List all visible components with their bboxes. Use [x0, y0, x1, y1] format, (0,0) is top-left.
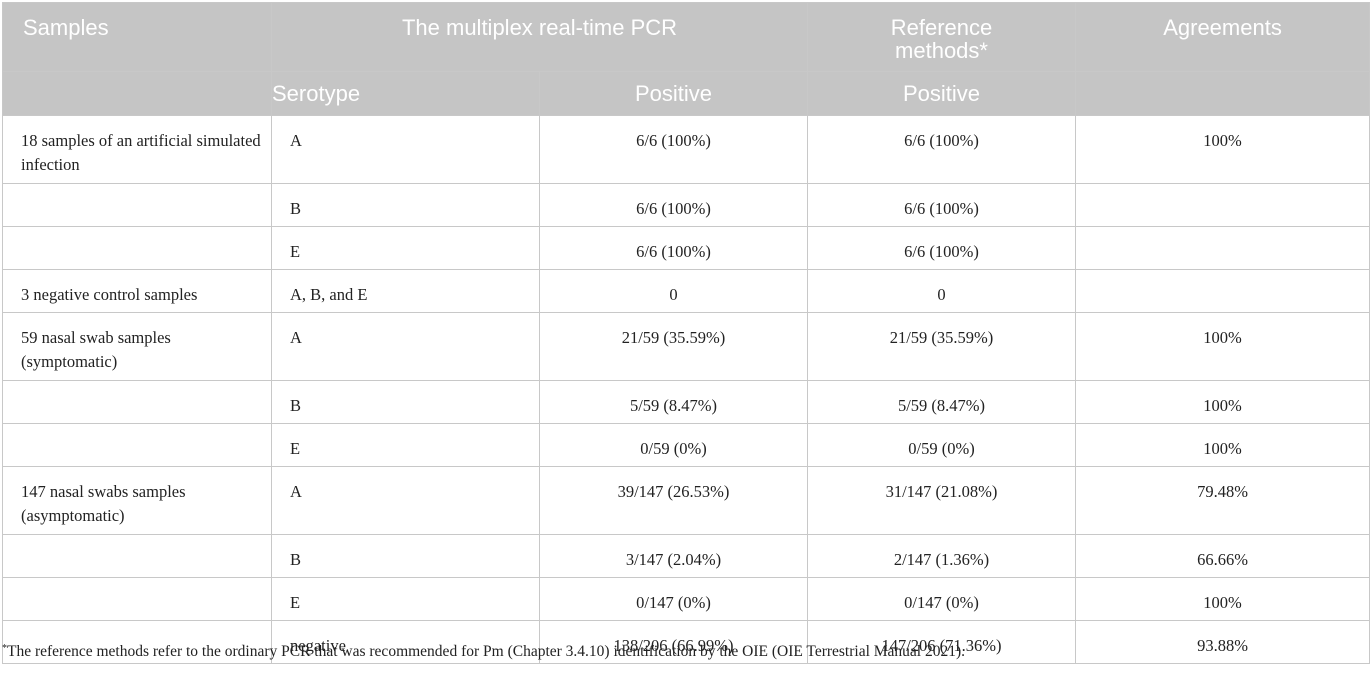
cell-ref-positive: 2/147 (1.36%) — [807, 534, 1077, 578]
cell-agreement — [1075, 226, 1371, 270]
cell-ref-positive: 0/147 (0%) — [807, 577, 1077, 621]
cell-sample: 147 nasal swabs samples (asymptomatic) — [2, 466, 272, 535]
cell-serotype: A — [271, 312, 540, 381]
cell-pcr-positive: 6/6 (100%) — [538, 183, 809, 227]
results-table: Samples The multiplex real-time PCR Refe… — [2, 2, 1371, 664]
cell-pcr-positive: 6/6 (100%) — [538, 226, 809, 270]
cell-ref-positive: 6/6 (100%) — [807, 226, 1077, 270]
cell-pcr-positive: 3/147 (2.04%) — [538, 534, 809, 578]
table-row: E 0/147 (0%) 0/147 (0%) 100% — [2, 577, 1371, 621]
cell-pcr-positive: 21/59 (35.59%) — [538, 312, 809, 381]
cell-serotype: A — [271, 115, 540, 184]
cell-serotype: E — [271, 226, 540, 270]
table-row: E 0/59 (0%) 0/59 (0%) 100% — [2, 423, 1371, 467]
cell-sample — [2, 534, 272, 578]
cell-agreement: 100% — [1075, 115, 1371, 184]
header-empty-agree — [1075, 71, 1371, 116]
cell-pcr-positive: 6/6 (100%) — [538, 115, 809, 184]
header-agreements: Agreements — [1075, 2, 1371, 72]
table-row: 59 nasal swab samples (symptomatic) A 21… — [2, 312, 1371, 381]
cell-sample — [2, 183, 272, 227]
cell-serotype: E — [271, 577, 540, 621]
cell-pcr-positive: 0/147 (0%) — [538, 577, 809, 621]
cell-agreement: 100% — [1075, 423, 1371, 467]
cell-serotype: E — [271, 423, 540, 467]
table-footnote: *The reference methods refer to the ordi… — [2, 643, 965, 661]
cell-sample — [2, 380, 272, 424]
cell-pcr-positive: 0/59 (0%) — [538, 423, 809, 467]
header-samples: Samples — [2, 2, 272, 72]
header-empty — [2, 71, 272, 116]
cell-sample — [2, 423, 272, 467]
header-positive-ref: Positive — [807, 71, 1077, 116]
table-row: B 3/147 (2.04%) 2/147 (1.36%) 66.66% — [2, 534, 1371, 578]
cell-serotype: A, B, and E — [271, 269, 540, 313]
footnote-text: The reference methods refer to the ordin… — [7, 643, 966, 660]
cell-serotype: negative — [271, 620, 540, 664]
cell-serotype: B — [271, 380, 540, 424]
header-serotype: Serotype — [271, 71, 540, 116]
cell-pcr-positive: 0 — [538, 269, 809, 313]
cell-sample — [2, 226, 272, 270]
table-row: B 5/59 (8.47%) 5/59 (8.47%) 100% — [2, 380, 1371, 424]
cell-agreement: 79.48% — [1075, 466, 1371, 535]
cell-agreement: 100% — [1075, 577, 1371, 621]
cell-ref-positive: 0 — [807, 269, 1077, 313]
cell-ref-positive: 147/206 (71.36%) — [807, 620, 1077, 664]
table-row: negative 138/206 (66.99%) 147/206 (71.36… — [2, 620, 1371, 664]
header-positive-pcr: Positive — [538, 71, 809, 116]
table-body: 18 samples of an artificial simulated in… — [2, 115, 1371, 664]
cell-agreement: 100% — [1075, 380, 1371, 424]
cell-serotype: B — [271, 534, 540, 578]
cell-sample — [2, 577, 272, 621]
cell-agreement: 100% — [1075, 312, 1371, 381]
table-row: 18 samples of an artificial simulated in… — [2, 115, 1371, 184]
cell-agreement — [1075, 269, 1371, 313]
table-row: 3 negative control samples A, B, and E 0… — [2, 269, 1371, 313]
table-row: E 6/6 (100%) 6/6 (100%) — [2, 226, 1371, 270]
header-row-sub: Serotype Positive Positive — [2, 71, 1371, 116]
cell-pcr-positive: 39/147 (26.53%) — [538, 466, 809, 535]
header-multiplex-pcr: The multiplex real-time PCR — [270, 2, 809, 72]
table-row: 147 nasal swabs samples (asymptomatic) A… — [2, 466, 1371, 535]
cell-ref-positive: 31/147 (21.08%) — [807, 466, 1077, 535]
cell-sample — [2, 620, 272, 664]
header-row-top: Samples The multiplex real-time PCR Refe… — [2, 2, 1371, 72]
cell-agreement: 93.88% — [1075, 620, 1371, 664]
cell-pcr-positive: 5/59 (8.47%) — [538, 380, 809, 424]
table-header: Samples The multiplex real-time PCR Refe… — [2, 2, 1371, 116]
cell-ref-positive: 6/6 (100%) — [807, 115, 1077, 184]
cell-sample: 3 negative control samples — [2, 269, 272, 313]
cell-agreement: 66.66% — [1075, 534, 1371, 578]
cell-sample: 18 samples of an artificial simulated in… — [2, 115, 272, 184]
cell-serotype: A — [271, 466, 540, 535]
cell-serotype: B — [271, 183, 540, 227]
header-reference-methods: Reference methods* — [807, 2, 1077, 72]
cell-ref-positive: 21/59 (35.59%) — [807, 312, 1077, 381]
cell-ref-positive: 5/59 (8.47%) — [807, 380, 1077, 424]
cell-sample: 59 nasal swab samples (symptomatic) — [2, 312, 272, 381]
table-row: B 6/6 (100%) 6/6 (100%) — [2, 183, 1371, 227]
cell-agreement — [1075, 183, 1371, 227]
footnote-marker: * — [2, 643, 7, 654]
cell-ref-positive: 6/6 (100%) — [807, 183, 1077, 227]
cell-pcr-positive: 138/206 (66.99%) — [538, 620, 809, 664]
cell-ref-positive: 0/59 (0%) — [807, 423, 1077, 467]
